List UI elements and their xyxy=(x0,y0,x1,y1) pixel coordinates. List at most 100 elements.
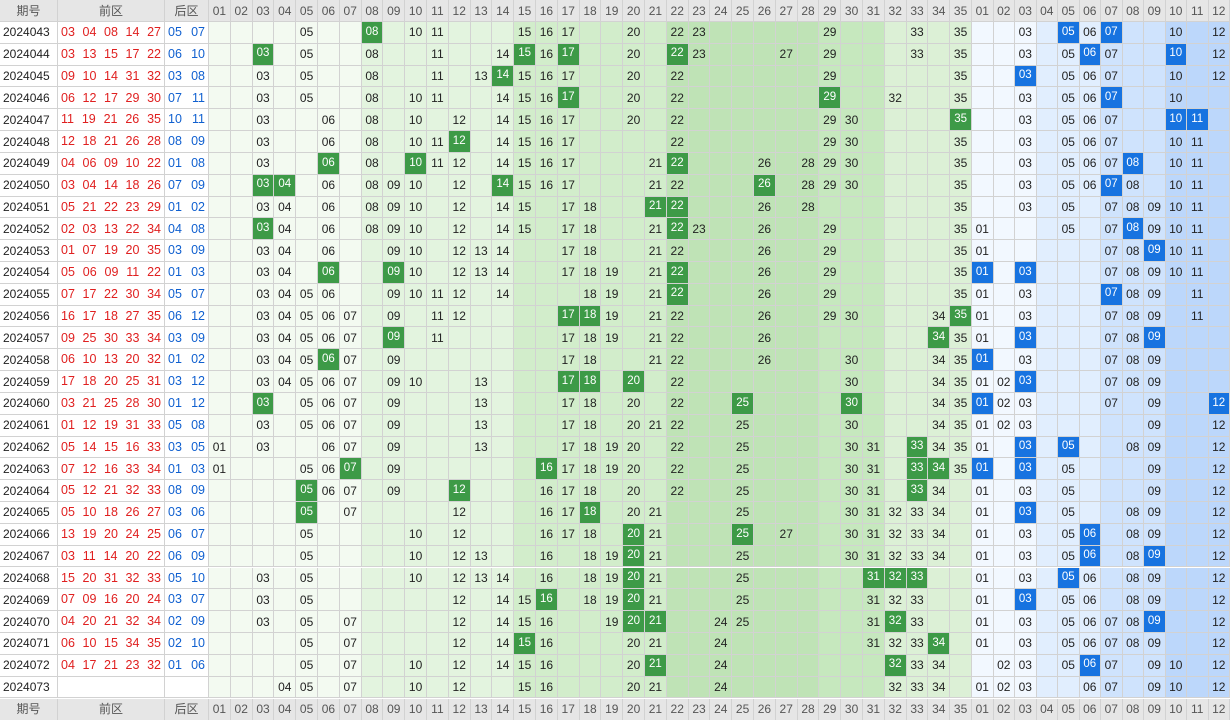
period-cell[interactable]: 2024071 xyxy=(0,632,58,655)
back-number-cell: 05 xyxy=(1058,65,1080,88)
front-number-cell xyxy=(775,22,798,44)
period-cell[interactable]: 2024059 xyxy=(0,371,58,393)
period-cell[interactable]: 2024053 xyxy=(0,240,58,262)
front-number-cell: 34 xyxy=(928,414,951,437)
front-number-cell: 05 xyxy=(296,654,318,677)
front-number-cell xyxy=(230,676,253,699)
front-number-cell: 21 xyxy=(645,567,667,590)
front-number-cell xyxy=(470,109,493,132)
front-number-cell xyxy=(906,305,929,328)
front-number-cell xyxy=(819,589,842,612)
front-number-cell xyxy=(274,392,297,415)
period-cell[interactable]: 2024056 xyxy=(0,305,58,328)
front-number-cell: 30 xyxy=(841,174,863,197)
front-number-cell xyxy=(514,349,536,372)
front-number-cell xyxy=(775,480,798,503)
front-number-cell xyxy=(427,414,449,437)
period-cell[interactable]: 2024069 xyxy=(0,589,58,612)
front-number-cell: 26 xyxy=(754,283,776,306)
front-number-cell: 14 xyxy=(492,567,515,590)
front-number-cell xyxy=(754,589,776,612)
period-cell[interactable]: 2024045 xyxy=(0,65,58,88)
front-draw-number: 19 xyxy=(81,112,96,127)
front-draw-number: 26 xyxy=(125,112,140,127)
front-number-cell xyxy=(230,654,253,677)
front-number-cell xyxy=(884,458,907,481)
front-number-cell xyxy=(361,502,384,524)
period-cell[interactable]: 2024052 xyxy=(0,218,58,241)
front-number-cell xyxy=(492,458,515,481)
period-cell[interactable]: 2024068 xyxy=(0,567,58,590)
back-number-cell: 12 xyxy=(1208,65,1230,88)
back-number-cell: 01 xyxy=(972,414,994,437)
front-number-cell xyxy=(274,523,297,546)
front-draw-number: 35 xyxy=(147,243,161,258)
period-cell[interactable]: 2024072 xyxy=(0,654,58,677)
front-number-cell xyxy=(470,458,493,481)
footer-front-number: 25 xyxy=(732,698,754,720)
front-number-cell: 25 xyxy=(732,414,754,437)
period-cell[interactable]: 2024064 xyxy=(0,480,58,503)
front-number-cell xyxy=(601,240,624,262)
period-cell[interactable]: 2024058 xyxy=(0,349,58,372)
period-cell[interactable]: 2024073 xyxy=(0,676,58,699)
period-cell[interactable]: 2024067 xyxy=(0,545,58,568)
front-number-cell: 15 xyxy=(514,131,536,153)
front-number-cell: 24 xyxy=(710,654,733,677)
period-cell[interactable]: 2024061 xyxy=(0,414,58,437)
footer-back-number: 04 xyxy=(1036,698,1058,720)
front-number-cell xyxy=(863,262,885,284)
period-cell[interactable]: 2024062 xyxy=(0,436,58,459)
front-number-cell xyxy=(514,567,536,590)
front-number-cell xyxy=(928,567,951,590)
back-draw-number: 09 xyxy=(191,483,205,498)
period-cell[interactable]: 2024051 xyxy=(0,196,58,219)
front-number-cell: 07 xyxy=(339,349,362,372)
front-number-cell: 18 xyxy=(579,196,602,219)
period-cell[interactable]: 2024065 xyxy=(0,502,58,524)
back-number-cell: 10 xyxy=(1165,654,1187,677)
front-number-cell xyxy=(209,480,231,503)
front-number-cell: 08 xyxy=(361,131,384,153)
front-draw-number: 14 xyxy=(82,439,97,454)
period-cell[interactable]: 2024070 xyxy=(0,611,58,633)
period-cell[interactable]: 2024063 xyxy=(0,458,58,481)
front-number-cell: 17 xyxy=(557,502,580,524)
back-number-cell xyxy=(1058,349,1080,372)
period-cell[interactable]: 2024048 xyxy=(0,131,58,153)
back-number-cell xyxy=(1058,305,1080,328)
back-number-cell: 06 xyxy=(1079,676,1101,699)
period-cell[interactable]: 2024049 xyxy=(0,152,58,175)
header-front-number: 30 xyxy=(841,0,863,22)
period-cell[interactable]: 2024055 xyxy=(0,283,58,306)
footer-front-number: 27 xyxy=(775,698,798,720)
front-number-cell xyxy=(448,458,471,481)
period-cell[interactable]: 2024060 xyxy=(0,392,58,415)
period-cell[interactable]: 2024054 xyxy=(0,262,58,284)
front-number-cell xyxy=(732,218,754,241)
back-number-cell: 03 xyxy=(1015,632,1037,655)
back-number-cell xyxy=(1187,458,1209,481)
front-number-cell: 19 xyxy=(601,458,624,481)
period-cell[interactable]: 2024046 xyxy=(0,87,58,110)
back-number-cell xyxy=(1122,654,1144,677)
period-cell[interactable]: 2024050 xyxy=(0,174,58,197)
front-number-cell xyxy=(492,22,515,44)
front-number-cell xyxy=(666,567,689,590)
period-cell[interactable]: 2024047 xyxy=(0,109,58,132)
front-number-cell xyxy=(754,458,776,481)
front-draw-number: 03 xyxy=(61,396,75,411)
period-cell[interactable]: 2024066 xyxy=(0,523,58,546)
front-number-cell xyxy=(601,654,624,677)
back-draw-number: 05 xyxy=(191,439,205,454)
back-number-cell xyxy=(1036,131,1058,153)
back-number-cell: 03 xyxy=(1015,392,1037,415)
front-number-cell xyxy=(841,87,863,110)
front-draw-number: 06 xyxy=(61,636,75,651)
front-number-cell xyxy=(797,371,820,393)
period-cell[interactable]: 2024043 xyxy=(0,22,58,44)
back-number-cell: 09 xyxy=(1144,196,1166,219)
period-cell[interactable]: 2024057 xyxy=(0,327,58,350)
front-number-cell: 33 xyxy=(906,523,929,546)
period-cell[interactable]: 2024044 xyxy=(0,43,58,66)
